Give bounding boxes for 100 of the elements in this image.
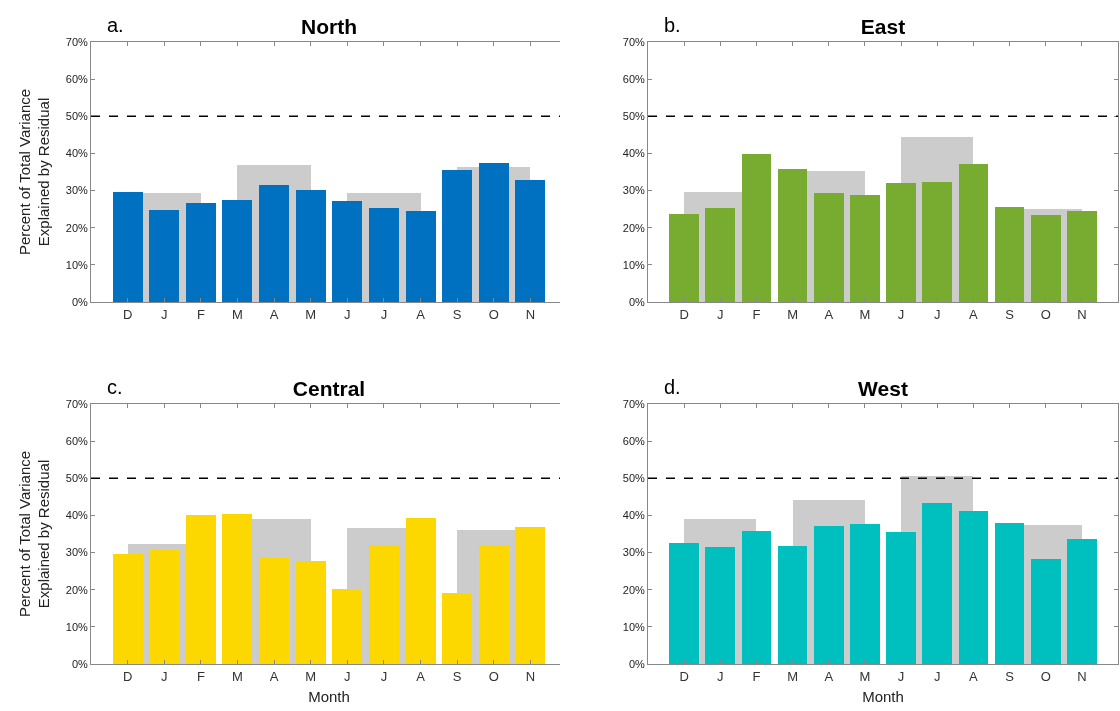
y-tick-label: 30% <box>622 546 645 559</box>
x-tick-label: J <box>380 668 388 684</box>
y-tick-label: 60% <box>622 72 645 85</box>
bar <box>741 153 772 302</box>
y-tick-label: 70% <box>622 397 645 410</box>
chart-title: North <box>301 15 357 38</box>
x-tick-label: J <box>897 306 905 322</box>
bar <box>515 526 546 664</box>
bar <box>368 207 399 302</box>
bar <box>112 191 143 302</box>
bar <box>295 190 326 302</box>
x-tick-label: D <box>122 668 133 684</box>
x-tick-label: M <box>232 306 243 322</box>
y-tick-label: 60% <box>65 434 88 447</box>
bar <box>478 163 509 302</box>
y-tick-label: 40% <box>622 509 645 522</box>
x-tick-label: J <box>380 306 388 322</box>
bar <box>405 517 436 664</box>
chart-title: East <box>860 15 906 38</box>
bar <box>442 593 473 664</box>
y-tick-label: 50% <box>622 110 645 123</box>
bar <box>777 168 808 302</box>
bar <box>405 211 436 302</box>
x-tick-label: J <box>344 306 351 322</box>
bar <box>259 184 290 302</box>
bar <box>515 179 546 302</box>
x-tick-label: S <box>452 306 462 322</box>
bar <box>958 164 989 302</box>
x-tick-label: F <box>752 306 761 322</box>
x-tick-label: A <box>269 306 279 322</box>
y-tick-label: 10% <box>65 620 88 633</box>
y-tick-label: 20% <box>65 583 88 596</box>
y-tick-label: 70% <box>622 35 645 48</box>
y-tick-label: 30% <box>65 184 88 197</box>
bar <box>958 510 989 664</box>
bar <box>994 523 1025 664</box>
y-tick-label: 30% <box>622 184 645 197</box>
y-tick-label: 10% <box>622 258 645 271</box>
bar <box>741 531 772 664</box>
bar <box>1067 539 1097 664</box>
bar <box>222 514 253 664</box>
bar <box>922 502 953 664</box>
text: d. <box>664 376 681 398</box>
x-tick-label: J <box>897 668 905 684</box>
x-tick-label: O <box>488 668 499 684</box>
y-tick-label: 40% <box>65 509 88 522</box>
chart-title: Central <box>292 377 366 400</box>
bar <box>850 524 880 664</box>
bar <box>813 192 844 302</box>
x-tick-label: A <box>416 306 426 322</box>
x-tick-label: A <box>269 668 279 684</box>
y-tick-label: 10% <box>65 258 88 271</box>
bar <box>1067 211 1097 302</box>
bar <box>149 209 180 302</box>
x-tick-label: A <box>416 668 426 684</box>
bar <box>1030 215 1061 302</box>
x-tick-label: D <box>679 306 689 322</box>
y-tick-label: 70% <box>65 397 88 410</box>
bar <box>777 546 808 664</box>
x-tick-label: J <box>160 306 168 322</box>
bar <box>669 213 699 302</box>
bar <box>478 544 509 664</box>
x-tick-label: A <box>969 668 979 684</box>
bar <box>368 544 399 664</box>
y-tick-label: 40% <box>65 147 88 160</box>
x-tick-label: J <box>717 306 724 322</box>
x-tick-label: J <box>933 668 941 684</box>
x-tick-label: J <box>160 668 168 684</box>
y-tick-label: 0% <box>71 295 89 308</box>
bar <box>705 546 736 664</box>
y-tick-label: 50% <box>622 472 645 485</box>
x-tick-label: M <box>859 668 871 684</box>
bar <box>994 206 1025 302</box>
x-tick-label: D <box>679 668 689 684</box>
chart-title: West <box>858 377 908 400</box>
x-tick-label: J <box>344 668 351 684</box>
x-tick-label: D <box>122 306 133 322</box>
y-tick-label: 30% <box>65 546 88 559</box>
x-tick-label: N <box>1077 668 1087 684</box>
x-tick-label: F <box>196 306 205 322</box>
bar <box>332 588 363 664</box>
x-tick-label: N <box>525 668 536 684</box>
bar <box>295 561 326 664</box>
x-tick-label: O <box>1040 306 1051 322</box>
x-tick-label: N <box>1077 306 1087 322</box>
bar <box>112 554 143 664</box>
bar <box>149 549 180 664</box>
bar <box>332 201 363 302</box>
x-tick-label: M <box>859 306 871 322</box>
bar <box>1030 559 1061 664</box>
x-tick-label: M <box>787 306 799 322</box>
y-tick-label: 50% <box>65 472 88 485</box>
bar <box>222 199 253 302</box>
x-tick-label: M <box>787 668 799 684</box>
x-tick-label: F <box>752 668 761 684</box>
x-tick-label: S <box>1005 668 1015 684</box>
y-tick-label: 60% <box>65 72 88 85</box>
y-tick-label: 70% <box>65 35 88 48</box>
y-axis-title: Percent of Total Variance Explained by Residual <box>15 450 53 618</box>
bar <box>922 181 953 302</box>
